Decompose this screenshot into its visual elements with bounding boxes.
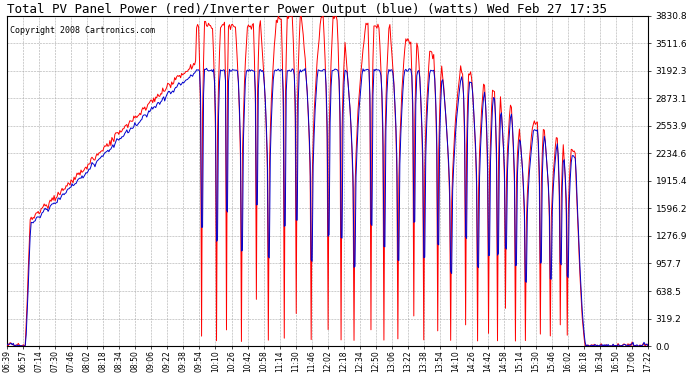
Text: Total PV Panel Power (red)/Inverter Power Output (blue) (watts) Wed Feb 27 17:35: Total PV Panel Power (red)/Inverter Powe… — [8, 3, 607, 16]
Text: Copyright 2008 Cartronics.com: Copyright 2008 Cartronics.com — [10, 26, 155, 34]
